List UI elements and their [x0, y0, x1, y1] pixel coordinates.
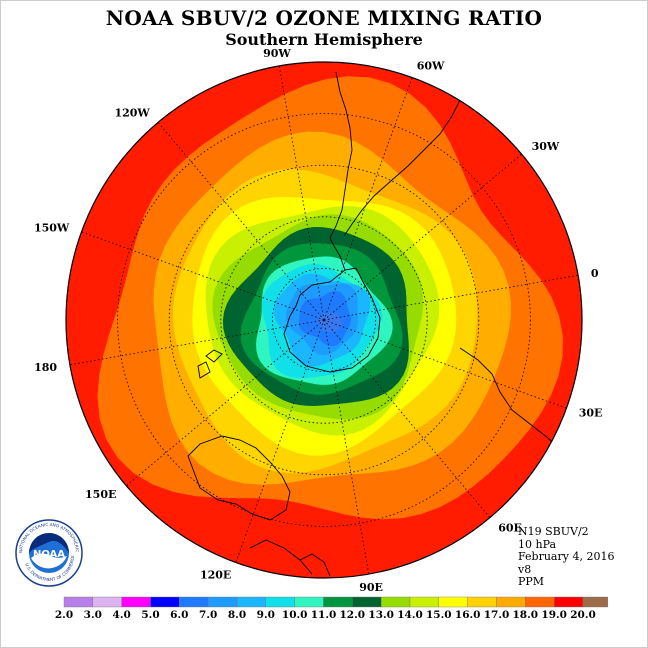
meridian-line [323, 319, 370, 575]
meridian-line [323, 319, 567, 409]
longitude-label: 30W [532, 140, 560, 153]
latitude-circle [117, 113, 531, 527]
longitude-label: 0 [591, 267, 599, 280]
version-label: v8 [518, 562, 532, 576]
longitude-label: 90W [263, 47, 291, 60]
meridian-line [323, 77, 413, 321]
longitude-labels: 0 30E 60E 90E 120E 150E 180 150W 120W 90W 60W 30W [34, 47, 602, 594]
latitude-circle [220, 216, 428, 424]
coastline [299, 553, 331, 577]
meridian-line [126, 319, 325, 487]
coastline [329, 237, 346, 271]
longitude-label: 150W [34, 221, 70, 234]
satellite-label: N19 SBUV/2 [518, 525, 589, 538]
longitude-label: 60E [498, 522, 522, 535]
noaa-logo: NATIONAL OCEANIC AND ATMOSPHERIC ADMINIS… [14, 518, 83, 587]
longitude-label: 150E [85, 488, 116, 501]
coastline [343, 83, 471, 237]
meridian-line [157, 122, 325, 321]
longitude-label: 30E [579, 407, 603, 420]
longitude-label: 90E [359, 581, 383, 594]
meridian-line [278, 65, 325, 321]
coastline [249, 539, 313, 575]
latitude-circle [168, 164, 480, 476]
page-subtitle: Southern Hemisphere [225, 30, 423, 49]
meridian-line [235, 319, 325, 563]
pressure-level-label: 10 hPa [518, 537, 557, 551]
page-title: NOAA SBUV/2 OZONE MIXING RATIO [105, 6, 543, 30]
meridian-line [323, 153, 522, 321]
info-block: N19 SBUV/2 10 hPa February 4, 2016 v8 PP… [518, 525, 615, 589]
coastline [197, 361, 211, 379]
globe-outline [65, 61, 583, 579]
longitude-label: 120E [200, 569, 231, 582]
date-label: February 4, 2016 [518, 550, 615, 563]
meridian-line [323, 319, 491, 518]
meridian-line [323, 274, 579, 321]
longitude-label: 60W [417, 59, 445, 72]
coastline [187, 435, 291, 521]
longitude-label: 180 [34, 361, 57, 374]
latitude-circle [271, 267, 376, 372]
coastline [205, 349, 223, 363]
units-label: PPM [518, 575, 545, 588]
ozone-band-core [318, 312, 342, 332]
longitude-label: 120W [114, 106, 150, 119]
logo-text: NOAA [33, 549, 65, 560]
lat-lon-grid [69, 65, 579, 575]
coastline [283, 267, 381, 373]
meridian-line [81, 231, 325, 321]
meridian-line [69, 319, 325, 366]
